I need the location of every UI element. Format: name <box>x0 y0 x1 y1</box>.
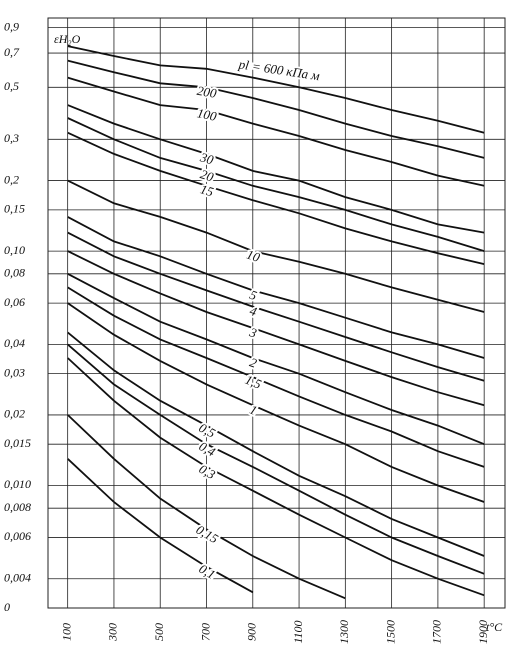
curve <box>67 216 485 359</box>
x-tick-label: 1100 <box>291 620 305 643</box>
x-axis-label: t°C <box>486 620 503 634</box>
curve <box>67 104 485 234</box>
curve <box>67 286 485 468</box>
curve-label: 0,3 <box>196 461 218 482</box>
curve-label: 100 <box>196 105 219 124</box>
y-tick-label: 0 <box>4 600 10 614</box>
y-tick-label: 0,015 <box>4 436 31 450</box>
y-tick-label: 0,9 <box>4 19 19 33</box>
curve <box>67 59 485 159</box>
curve <box>67 231 485 382</box>
curve <box>67 179 485 313</box>
y-tick-label: 0,7 <box>4 45 20 59</box>
curve <box>67 458 254 594</box>
curve <box>67 357 485 597</box>
curve-label: 0,4 <box>197 438 219 459</box>
x-tick-label: 900 <box>245 623 259 641</box>
y-tick-label: 0,010 <box>4 477 31 491</box>
curve <box>67 250 485 407</box>
curve <box>67 343 485 575</box>
curve-label: 0,5 <box>197 420 219 441</box>
y-tick-label: 0,5 <box>4 79 19 93</box>
curve-label: 15 <box>199 181 216 199</box>
x-tick-label: 100 <box>59 623 73 641</box>
y-tick-label: 0,02 <box>4 407 25 421</box>
curve <box>67 273 485 446</box>
curve <box>67 45 485 134</box>
x-tick-label: 700 <box>198 623 212 641</box>
y-tick-label: 0,15 <box>4 202 25 216</box>
x-tick-label: 1900 <box>476 620 490 644</box>
curve <box>67 117 485 252</box>
y-tick-label: 0,008 <box>4 500 31 514</box>
curve <box>67 76 485 187</box>
x-tick-label: 500 <box>152 623 166 641</box>
y-tick-label: 0,08 <box>4 266 25 280</box>
y-tick-label: 0,06 <box>4 295 25 309</box>
y-tick-label: 0,3 <box>4 131 19 145</box>
plot-frame <box>47 17 506 609</box>
curve-label: 200 <box>196 83 218 101</box>
x-tick-label: 1700 <box>430 620 444 644</box>
x-tick-label: 300 <box>106 623 120 642</box>
x-tick-label: 1300 <box>337 620 351 644</box>
y-tick-label: 0,2 <box>4 172 19 186</box>
curve <box>67 302 485 503</box>
x-tick-label: 1500 <box>383 620 397 644</box>
y-tick-label: 0,03 <box>4 365 25 379</box>
curve <box>67 131 485 265</box>
curve <box>67 414 346 600</box>
y-tick-label: 0,04 <box>4 336 25 350</box>
y-tick-label: 0,006 <box>4 529 31 543</box>
y-tick-label: 0,004 <box>4 570 31 584</box>
curve-label: 0,15 <box>194 522 222 547</box>
curve <box>67 331 485 557</box>
y-tick-label: 0,10 <box>4 243 25 257</box>
curve-label: pl = 600 кПа м <box>237 56 321 83</box>
